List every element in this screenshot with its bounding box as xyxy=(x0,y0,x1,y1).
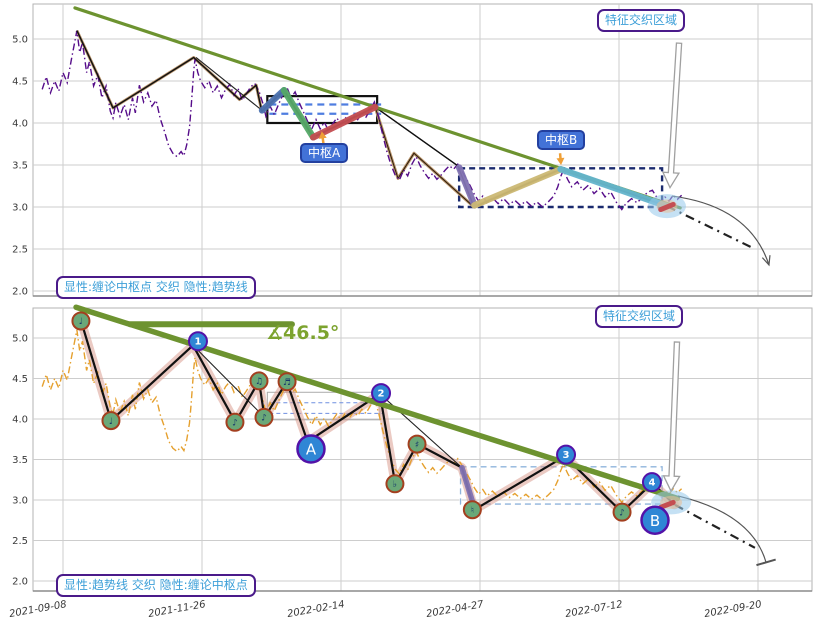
x-tick-label: 2022-07-12 xyxy=(564,599,623,617)
orange-arrowhead-icon xyxy=(556,157,565,165)
x-tick-label: 2021-09-08 xyxy=(8,599,67,617)
thick-segment xyxy=(455,164,478,209)
note-glyph-icon: ♩ xyxy=(109,417,113,427)
mini-red-segment xyxy=(658,201,676,213)
thick-segment xyxy=(309,103,379,141)
letter-marker-label: B xyxy=(650,512,660,530)
price-line xyxy=(41,30,683,211)
number-marker-label: 1 xyxy=(194,337,201,348)
note-marker xyxy=(277,372,297,392)
curved-arrow xyxy=(677,495,767,563)
mini-red-segment xyxy=(658,499,676,510)
caption-top: 显性:缠论中枢点 交织 隐性:趋势线 xyxy=(56,276,256,299)
caption-bottom: 显性:趋势线 交织 隐性:缠论中枢点 xyxy=(56,574,256,597)
y-tick-label: 2.5 xyxy=(12,245,28,256)
note-marker xyxy=(407,434,427,454)
note-marker xyxy=(462,500,482,520)
note-marker xyxy=(225,412,245,432)
note-marker xyxy=(612,502,632,522)
y-tick-label: 3.5 xyxy=(12,161,28,172)
thick-segment xyxy=(557,165,671,210)
y-tick-label: 4.5 xyxy=(12,77,28,88)
thick-segment xyxy=(258,86,288,114)
y-tick-label: 2.0 xyxy=(12,577,28,588)
number-marker-label: 2 xyxy=(378,389,385,400)
thick-segment xyxy=(471,165,564,209)
y-tick-label: 4.0 xyxy=(12,415,28,426)
y-tick-label: 2.0 xyxy=(12,287,28,298)
orange-arrowhead-icon xyxy=(318,131,327,139)
feature-zone-label-top: 特征交织区域 xyxy=(597,9,686,32)
feature-zone-label-bottom: 特征交织区域 xyxy=(595,305,684,328)
pivot-a-label: 中枢A xyxy=(300,143,349,163)
x-tick-label: 2022-04-27 xyxy=(425,599,485,617)
number-marker xyxy=(556,444,577,465)
note-glyph-icon: ♪ xyxy=(619,508,625,518)
note-glyph-icon: ♩ xyxy=(79,317,83,327)
connector-line xyxy=(195,57,263,111)
number-marker xyxy=(641,472,662,493)
y-tick-label: 3.0 xyxy=(12,496,28,507)
pivot-box xyxy=(459,466,663,505)
note-glyph-icon: ♫ xyxy=(255,377,263,387)
gridlines xyxy=(33,4,812,296)
tbar-end-icon xyxy=(756,558,776,567)
projection-dashdot xyxy=(666,205,756,250)
y-tick-label: 4.5 xyxy=(12,374,28,385)
note-marker xyxy=(385,474,405,494)
letter-marker xyxy=(296,434,326,464)
number-marker xyxy=(187,331,208,352)
number-marker-label: 3 xyxy=(563,450,570,461)
y-tick-label: 4.0 xyxy=(12,119,28,130)
note-marker xyxy=(101,411,121,431)
hollow-pointer-arrow-icon xyxy=(661,42,683,190)
thick-segment xyxy=(280,86,317,141)
bottom-chart: ♩ ♩ ♪ ♫ ♪ ♬ ♭ ♯ ♮ ♪ 1 2 3 4 A B 5.0 4.5 4.0 3.5 3.0 2.5 2.0 202… xyxy=(8,304,813,617)
number-marker xyxy=(371,383,392,404)
x-tick-label: 2021-11-26 xyxy=(147,599,206,617)
x-tick-label: 2022-09-20 xyxy=(703,599,762,617)
arrowhead-icon xyxy=(761,255,771,267)
note-marker xyxy=(254,407,274,427)
note-glyph-icon: ♪ xyxy=(261,414,267,424)
curved-arrow xyxy=(671,195,770,266)
letter-marker xyxy=(640,505,670,535)
note-marker xyxy=(71,311,91,331)
note-glyph-icon: ♪ xyxy=(232,418,238,428)
trendline xyxy=(73,304,681,502)
y-tick-label: 5.0 xyxy=(12,334,28,345)
note-glyph-icon: ♯ xyxy=(415,440,419,450)
note-glyph-icon: ♮ xyxy=(471,506,474,516)
angle-annotation: ∡46.5° xyxy=(266,322,340,344)
plot-area xyxy=(32,3,813,297)
hollow-pointer-arrow-icon xyxy=(662,341,681,493)
letter-marker-label: A xyxy=(306,440,317,458)
top-chart: 5.0 4.5 4.0 3.5 3.0 2.5 2.0 xyxy=(12,3,813,298)
note-glyph-icon: ♬ xyxy=(283,378,291,388)
note-glyph-icon: ♭ xyxy=(393,480,397,490)
note-marker xyxy=(249,371,269,391)
y-tick-label: 3.0 xyxy=(12,203,28,214)
connector-line xyxy=(192,344,265,418)
projection-dashdot xyxy=(674,503,756,549)
y-tick-label: 3.5 xyxy=(12,455,28,466)
x-tick-label: 2022-02-14 xyxy=(286,599,345,617)
number-marker-label: 4 xyxy=(648,478,655,489)
thick-segment xyxy=(459,464,477,509)
pivot-b-label: 中枢B xyxy=(537,130,586,150)
y-tick-label: 2.5 xyxy=(12,536,28,547)
y-tick-label: 5.0 xyxy=(12,35,28,46)
